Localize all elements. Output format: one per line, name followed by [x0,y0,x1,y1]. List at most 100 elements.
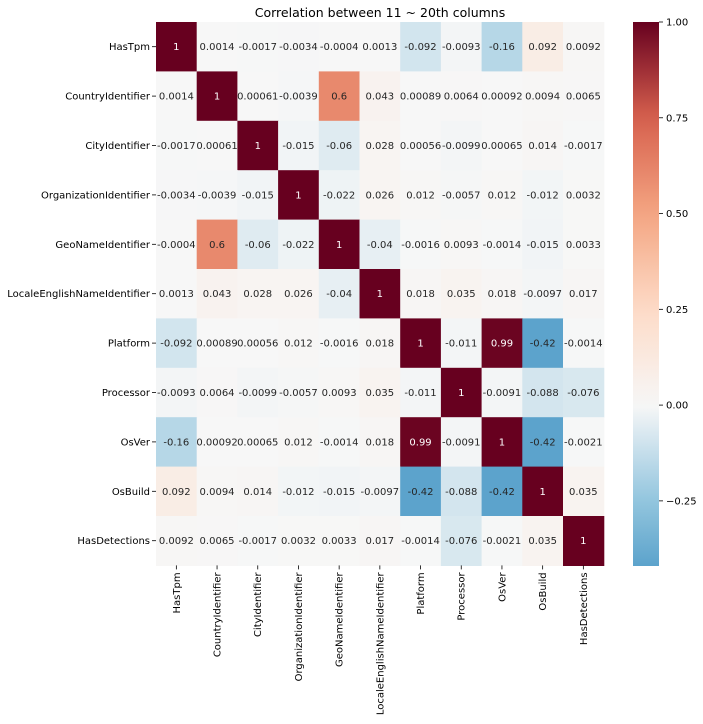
x-tick-label: CityIdentifier [253,572,264,638]
x-tick-label: HasDetections [579,572,590,645]
colorbar-tick-label: −0.25 [666,496,697,507]
colorbar-tick-label: 0.00 [666,401,688,412]
cell-value-label: 0.092 [528,42,557,53]
heatmap-cell [563,466,605,517]
cell-value-label: 1 [173,42,179,53]
cell-value-label: 0.012 [488,190,517,201]
heatmap-cell [196,367,238,418]
cell-value-label: -0.0014 [564,339,603,350]
cell-value-label: -0.42 [530,339,556,350]
heatmap-cell [522,71,564,122]
cell-value-label: 0.026 [366,190,395,201]
cell-value-label: 1 [417,339,423,350]
x-tick-label: HasTpm [172,572,183,613]
cell-value-label: -0.0014 [320,437,359,448]
heatmap-cell [522,269,564,319]
cell-value-label: -0.06 [245,240,271,251]
heatmap-cells [156,22,605,566]
cell-value-label: 0.0033 [566,240,601,251]
y-tick-label: LocaleEnglishNameIdentifier [7,289,151,300]
x-tick-label: OsVer [497,572,508,602]
heatmap-cell [318,269,361,319]
y-tick-label: CityIdentifier [85,141,151,152]
y-tick-label: HasTpm [109,42,150,53]
heatmap-cell [440,71,483,122]
x-tick-label: Platform [416,572,427,614]
heatmap-cell [440,22,483,72]
heatmap-cell [359,417,401,468]
cell-value-label: 0.043 [203,289,232,300]
heatmap-cell [318,22,361,72]
cell-value-label: 1 [580,536,586,547]
heatmap-cell [196,516,238,566]
heatmap-cell [440,219,483,270]
heatmap-cell [318,170,361,221]
cell-value-label: 0.035 [366,388,395,399]
heatmap-cell [481,120,523,171]
heatmap-cell [237,120,279,171]
cell-value-label: 0.0032 [281,536,316,547]
heatmap-cell [440,516,483,566]
heatmap-cell [318,219,361,270]
x-tick-label: LocaleEnglishNameIdentifier [375,572,386,716]
cell-value-label: 0.0094 [200,487,235,498]
cell-value-label: 0.014 [528,141,557,152]
cell-value-label: -0.0004 [157,240,196,251]
heatmap-cell [481,516,523,566]
heatmap-cell [522,466,564,517]
y-tick-label: OrganizationIdentifier [41,190,151,201]
cell-value-label: 0.0093 [322,388,357,399]
cell-value-label: -0.0039 [198,190,237,201]
heatmap-cell [237,269,279,319]
heatmap-cell [318,71,361,122]
heatmap-cell [563,269,605,319]
heatmap-cell [400,120,442,171]
heatmap-cell [156,22,198,72]
cell-value-label: 0.6 [331,92,347,103]
cell-value-label: -0.0014 [483,240,522,251]
cell-value-label: 0.014 [243,487,272,498]
heatmap-cell [481,269,523,319]
heatmap-cell [318,120,361,171]
cell-value-label: -0.0039 [279,92,318,103]
heatmap-cell [278,318,320,369]
cell-value-label: 0.00065 [237,437,278,448]
heatmap-cell [522,417,564,468]
colorbar-tick-label: 0.75 [666,113,688,124]
cell-value-label: 0.018 [406,289,435,300]
heatmap-cell [237,367,279,418]
cell-value-label: -0.011 [404,388,436,399]
cell-value-label: -0.012 [527,190,559,201]
heatmap-cell [278,466,320,517]
cell-value-label: 0.00089 [196,339,237,350]
heatmap-cell [278,219,320,270]
heatmap-cell [563,516,605,566]
heatmap-cell [400,318,442,369]
cell-value-label: -0.16 [163,437,189,448]
heatmap-cell [318,516,361,566]
cell-value-label: 0.00092 [196,437,237,448]
cell-value-label: -0.0099 [442,141,481,152]
heatmap-cell [237,170,279,221]
cell-value-label: -0.0034 [157,190,196,201]
cell-value-label: 0.0013 [159,289,194,300]
cell-value-label: 0.028 [243,289,272,300]
cell-value-label: 0.0092 [566,42,601,53]
y-tick-label: CountryIdentifier [65,92,151,103]
cell-value-label: 0.00061 [237,92,278,103]
cell-value-label: 0.0032 [566,190,601,201]
cell-value-label: -0.0021 [564,437,603,448]
cell-value-label: 0.0065 [566,92,601,103]
heatmap-cell [359,22,401,72]
heatmap-cell [318,466,361,517]
heatmap-cell [278,367,320,418]
colorbar-gradient [633,22,659,566]
heatmap-cell [156,318,198,369]
heatmap-cell [278,22,320,72]
heatmap-cell [156,367,198,418]
heatmap-cell [522,170,564,221]
colorbar-tick-label: 0.50 [666,209,688,220]
heatmap-cell [522,219,564,270]
heatmap-cell [400,466,442,517]
